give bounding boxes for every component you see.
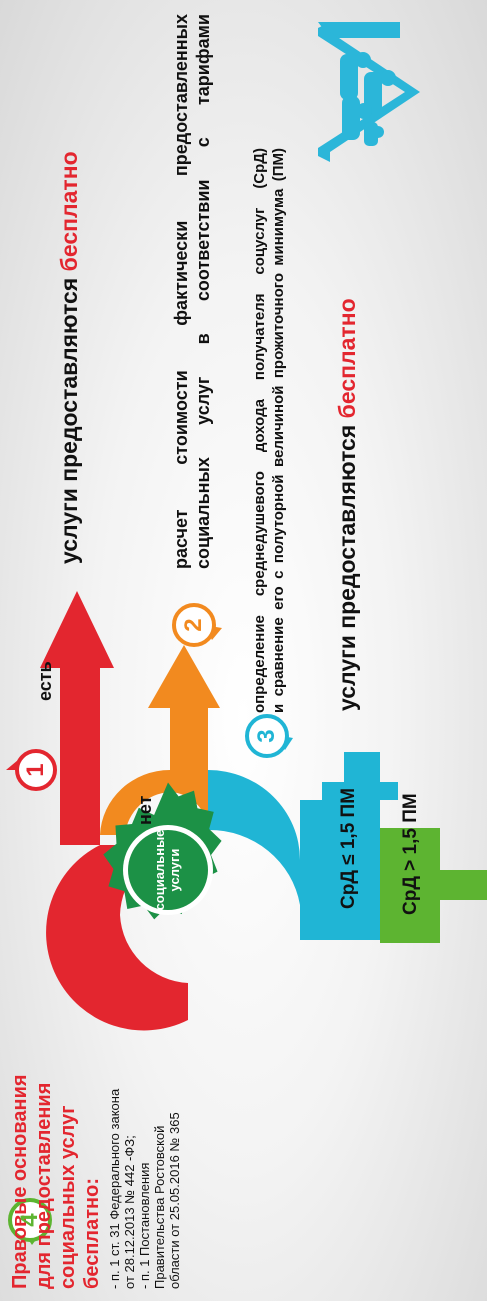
center-label-line: социальные xyxy=(152,829,167,911)
step-1-badge xyxy=(6,749,57,791)
step-2-number: 2 xyxy=(180,618,207,632)
step-4-number: 4 xyxy=(16,1213,43,1227)
legal-heading-line: бесплатно: xyxy=(81,1178,103,1289)
calculation-text: расчет стоимости фактически предоставлен… xyxy=(170,14,214,569)
legal-heading-line: для предоставления xyxy=(33,1082,55,1289)
red-arrow xyxy=(40,591,188,1031)
legal-item: от 28.12.2013 № 442 -ФЗ; xyxy=(122,1135,137,1289)
free-text: услуги предоставляются xyxy=(56,271,82,564)
free-services-top: услуги предоставляются бесплатно xyxy=(56,151,83,564)
calculation-line: социальных услуг в соответствии с тарифа… xyxy=(193,14,213,569)
legal-items: - п. 1 ст. 31 Федерального закона от 28.… xyxy=(107,1089,182,1289)
legal-heading-line: Правовые основания xyxy=(9,1074,31,1289)
step-4-badge xyxy=(8,1198,52,1245)
center-label-line: услуги xyxy=(167,848,182,892)
condition-high: СрД > 1,5 ПМ xyxy=(400,793,421,915)
legal-heading-line: социальных услуг xyxy=(57,1105,79,1289)
cyan-arrow xyxy=(208,752,398,940)
income-determination-text: определение среднедушевого дохода получа… xyxy=(250,148,288,713)
center-label: социальные услуги xyxy=(152,815,182,925)
yes-label: есть xyxy=(35,661,55,701)
rosette-badge-icon xyxy=(103,782,222,920)
income-line: определение среднедушевого дохода получа… xyxy=(251,148,268,713)
legal-item: - п. 1 ст. 31 Федерального закона xyxy=(107,1088,122,1289)
no-label: нет xyxy=(135,795,155,825)
free-word: бесплатно xyxy=(56,151,82,272)
legal-item: - п. 1 Постановления xyxy=(137,1162,152,1289)
legal-item: области от 25.05.2016 № 365 xyxy=(167,1112,182,1289)
condition-low: СрД ≤ 1,5 ПМ xyxy=(338,787,359,909)
legal-heading: Правовые основания для предоставления со… xyxy=(8,1074,104,1289)
free-services-mid: услуги предоставляются бесплатно xyxy=(334,298,361,711)
step-2-badge xyxy=(172,603,222,647)
legal-item: Правительства Ростовской xyxy=(152,1125,167,1289)
step-3-badge xyxy=(245,714,293,758)
step-3-number: 3 xyxy=(253,729,280,743)
free-word: бесплатно xyxy=(334,298,360,419)
step-1-number: 1 xyxy=(22,763,49,777)
orange-arrow xyxy=(100,645,220,835)
calculation-line: расчет стоимости фактически предоставлен… xyxy=(171,14,191,569)
income-line: и сравнение его с полуторной величиной п… xyxy=(270,148,287,713)
free-text: услуги предоставляются xyxy=(334,418,360,711)
green-arrow xyxy=(380,828,487,943)
family-house-icon xyxy=(318,22,420,162)
